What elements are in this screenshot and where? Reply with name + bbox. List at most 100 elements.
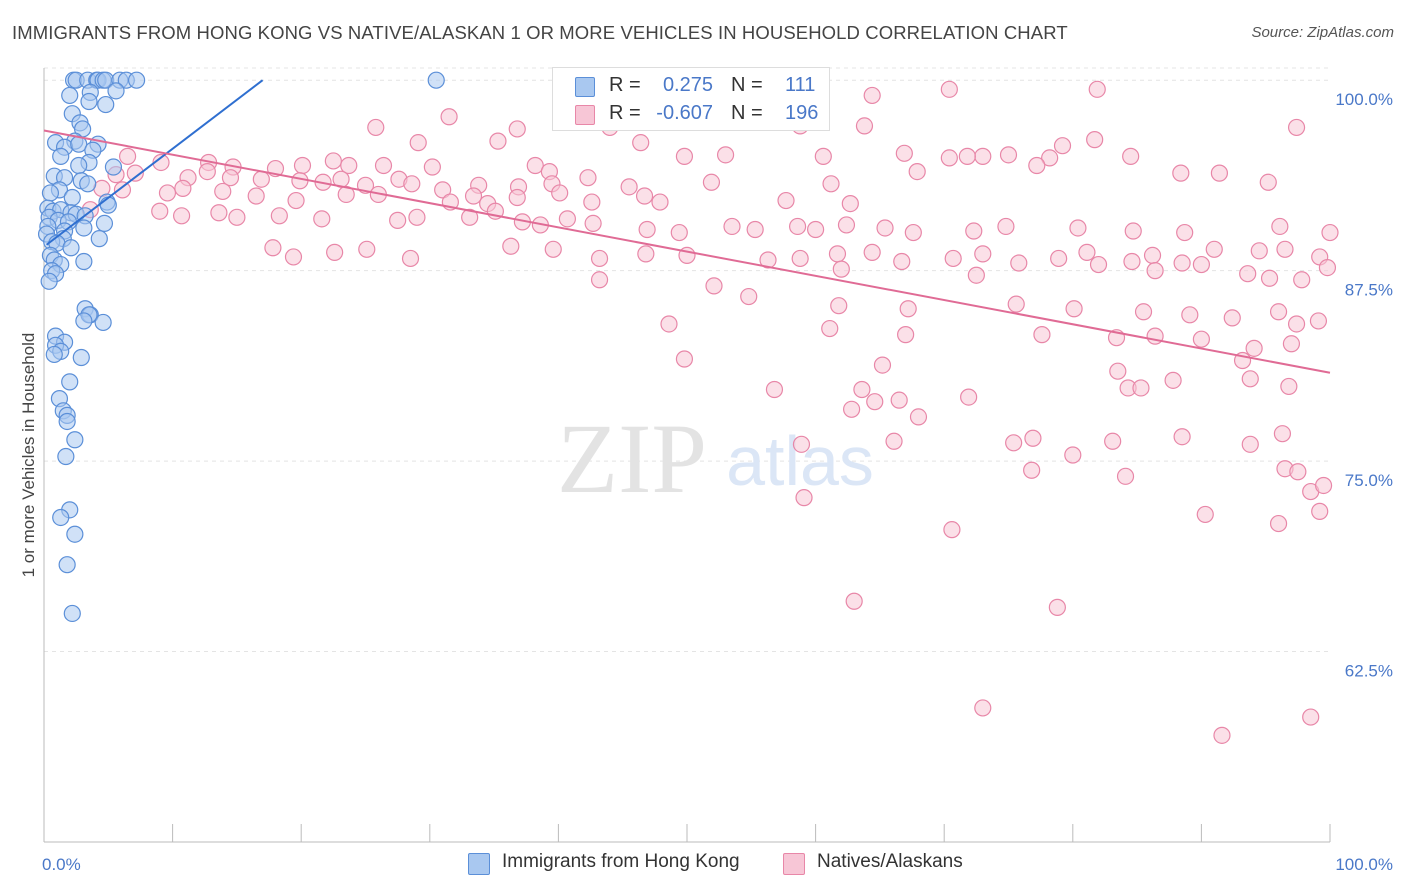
hong-kong-point [75,252,93,271]
natives-point [795,489,813,507]
natives-point [1276,240,1294,258]
hong-kong-point [94,313,112,332]
hong-kong-point [75,312,93,330]
bottom-legend-swatch-blue [468,853,490,875]
natives-point [1314,476,1333,495]
source-label: Source: ZipAtlas.com [1251,24,1394,41]
natives-point [389,211,407,229]
natives-point [814,147,832,165]
natives-point [759,251,777,269]
natives-point [151,202,169,220]
natives-point [1273,425,1292,443]
legend-n-value: 196 [785,102,819,124]
natives-point [1287,315,1306,333]
trend-lines [43,79,1331,374]
natives-point [423,158,441,176]
hong-kong-point [62,239,80,257]
legend-r-value: 0.275 [662,74,713,96]
legend-box: R = 0.275 N = 111 R = -0.607 N = 196 [552,67,830,131]
natives-point [579,169,597,187]
natives-point [1123,252,1141,271]
natives-point [1287,118,1306,137]
y-tick-label: 87.5% [1345,281,1393,300]
natives-point [401,249,420,268]
natives-point [434,181,452,199]
hong-kong-point [58,556,76,574]
natives-point [440,108,458,126]
natives-point [705,277,723,295]
natives-point [1223,309,1241,327]
hong-kong-point [99,196,117,214]
x-tick-label-end: 100.0% [1335,855,1393,874]
chart-title: IMMIGRANTS FROM HONG KONG VS NATIVE/ALAS… [12,22,1068,43]
natives-point [408,208,426,226]
natives-point [508,120,526,138]
natives-point [247,187,265,205]
natives-point [792,435,811,453]
natives-point [1010,254,1028,272]
natives-point [828,245,847,263]
natives-point [584,214,602,233]
natives-point [403,175,421,193]
natives-point [1241,435,1259,453]
hong-kong-point [95,214,114,233]
bottom-legend-label: Natives/Alaskans [817,851,963,872]
natives-point [638,220,656,239]
natives-point [1173,428,1191,446]
natives-point [841,195,859,213]
natives-point [1172,164,1190,182]
hong-kong-point [61,86,79,105]
natives-point [635,187,654,205]
natives-point [284,248,303,266]
natives-point [740,287,758,306]
natives-point [1069,219,1087,237]
hong-kong-point [72,348,90,367]
natives-point [198,163,216,181]
natives-point [287,191,305,210]
y-tick-label: 100.0% [1335,90,1393,109]
natives-point [999,146,1018,164]
natives-point [822,175,840,193]
legend-swatch-blue [575,77,595,97]
natives-point [489,132,507,150]
natives-point [1041,149,1059,167]
natives-point [1078,243,1096,261]
natives-point [1318,258,1337,277]
natives-point [1269,514,1288,533]
natives-point [1104,432,1122,450]
natives-point [367,118,385,137]
natives-point [670,223,688,242]
natives-point [675,350,694,368]
hong-kong-point [52,147,70,165]
hong-kong-point [52,508,70,527]
natives-point [118,147,137,165]
natives-point [558,210,577,228]
natives-point [974,147,992,165]
natives-point [788,217,807,236]
natives-point [1023,461,1041,479]
natives-point [409,134,427,152]
natives-point [908,163,926,181]
natives-point [660,315,678,333]
natives-point [1122,147,1140,165]
natives-point [885,432,903,450]
natives-point [965,222,983,240]
natives-point [1024,429,1042,447]
data-points [37,71,1339,744]
natives-point [326,243,344,261]
natives-point [1089,255,1108,274]
bottom-legend-label: Immigrants from Hong Kong [502,851,740,872]
hong-kong-point [61,373,79,391]
natives-point [1241,370,1259,388]
natives-point [508,188,526,207]
natives-point [324,152,342,170]
x-tick-label-start: 0.0% [42,855,81,874]
natives-point [313,210,331,228]
natives-point [1109,362,1127,380]
natives-point [1005,434,1023,452]
natives-point [890,391,908,409]
natives-point [863,86,881,105]
hong-kong-point [40,272,58,290]
natives-point [974,699,992,717]
